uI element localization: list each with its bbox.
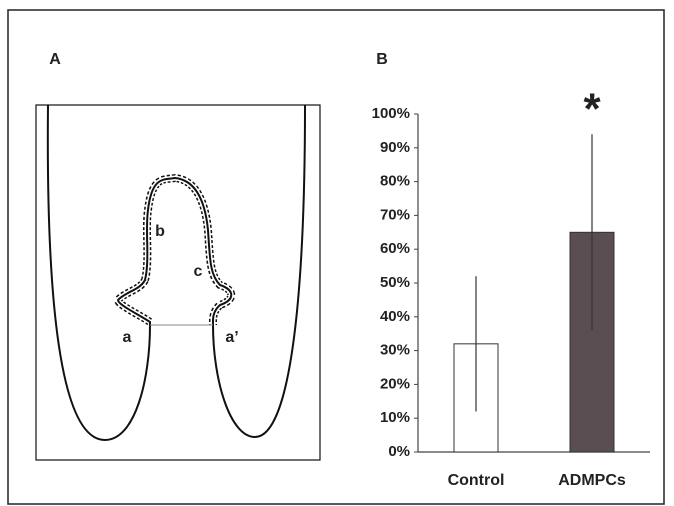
x-tick-label: Control — [448, 472, 505, 489]
y-tick-label: 50% — [380, 274, 410, 291]
tissue-outline — [48, 105, 305, 440]
diagram-label: c — [194, 263, 203, 280]
figure-border — [8, 10, 664, 504]
outline-gap — [118, 178, 231, 325]
y-tick-label: 10% — [380, 409, 410, 426]
dashed-outline — [118, 178, 231, 325]
diagram-label: a — [123, 329, 132, 346]
diagram-label: b — [155, 223, 165, 240]
y-tick-label: 40% — [380, 308, 410, 325]
diagram — [36, 105, 320, 460]
figure: A B a b c a’ 0% 10% 20% 30% 40% 50% 60% 70% 80% 9… — [0, 0, 674, 506]
diagram-label: a’ — [225, 329, 238, 346]
y-tick-label: 70% — [380, 206, 410, 223]
y-tick-label: 80% — [380, 173, 410, 190]
significance-mark: * — [583, 85, 601, 134]
x-tick-label: ADMPCs — [558, 472, 626, 489]
y-tick-label: 20% — [380, 375, 410, 392]
y-tick-label: 0% — [388, 443, 410, 460]
y-tick-label: 100% — [372, 105, 410, 122]
y-tick-label: 30% — [380, 342, 410, 359]
panel-label: A — [49, 51, 61, 68]
y-tick-label: 60% — [380, 240, 410, 257]
y-tick-label: 90% — [380, 139, 410, 156]
diagram-frame — [36, 105, 320, 460]
panel-label: B — [376, 51, 388, 68]
